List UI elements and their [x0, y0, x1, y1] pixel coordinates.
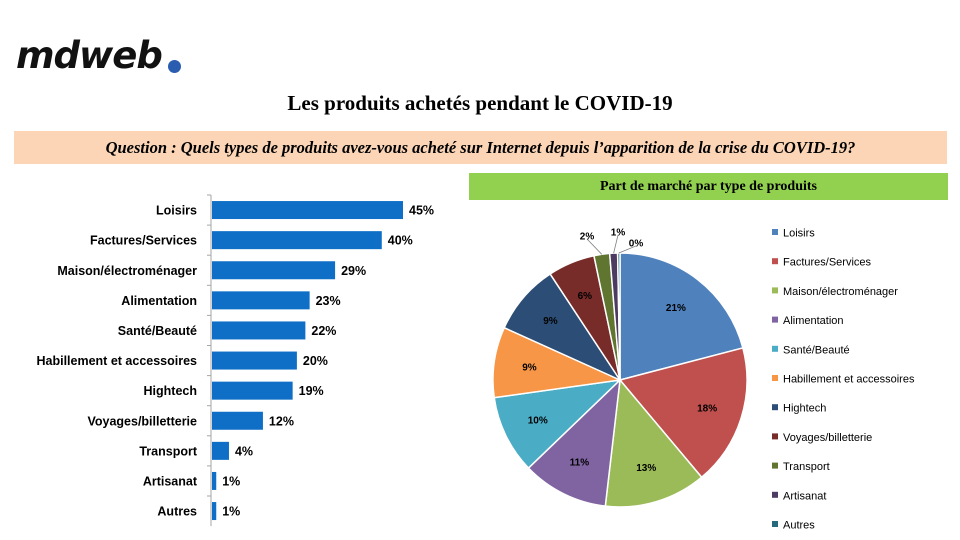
- pie-value-label: 18%: [697, 403, 717, 414]
- bar-value-label: 1%: [222, 474, 240, 488]
- bar-category-label: Santé/Beauté: [118, 324, 197, 338]
- pie-chart-title: Part de marché par type de produits: [469, 173, 948, 200]
- bar-category-label: Transport: [139, 444, 197, 458]
- legend-swatch: [772, 258, 778, 265]
- question-banner: Question : Quels types de produits avez-…: [14, 131, 947, 164]
- bar-5: [212, 321, 306, 340]
- legend-swatch: [772, 229, 778, 235]
- bar-value-label: 1%: [222, 505, 240, 519]
- bar-category-label: Factures/Services: [90, 234, 197, 248]
- legend-swatch: [772, 316, 778, 323]
- pie-value-label: 1%: [611, 228, 626, 239]
- legend-entry: Voyages/billetterie: [783, 432, 872, 444]
- bar-3: [212, 261, 336, 280]
- pie-slice-3: [604, 378, 703, 508]
- legend-entry: Transport: [783, 461, 830, 473]
- legend-entry: Artisanat: [783, 490, 826, 502]
- pie-slice-11: [616, 252, 621, 381]
- legend-swatch: [772, 521, 778, 527]
- bar-category-label: Loisirs: [156, 204, 197, 218]
- legend-swatch: [772, 287, 778, 294]
- bar-6: [212, 351, 297, 370]
- bar-value-label: 22%: [311, 324, 336, 338]
- bar-category-label: Hightech: [144, 384, 197, 398]
- legend-swatch: [772, 491, 778, 498]
- pie-value-label: 9%: [543, 316, 558, 327]
- pie-value-label: 0%: [629, 239, 644, 250]
- bar-1: [212, 201, 403, 220]
- bar-value-label: 29%: [341, 264, 366, 278]
- legend-swatch: [772, 404, 778, 411]
- mdweb-logo: mdweb: [16, 34, 163, 77]
- legend-entry: Alimentation: [783, 315, 844, 327]
- pie-slice-2: [618, 347, 748, 479]
- bar-7: [212, 381, 293, 400]
- bar-category-label: Voyages/billetterie: [87, 414, 197, 428]
- legend-entry: Autres: [783, 520, 815, 532]
- bar-9: [212, 441, 229, 460]
- legend-entry: Factures/Services: [783, 257, 872, 269]
- bar-value-label: 45%: [409, 204, 434, 218]
- bar-value-label: 23%: [316, 294, 341, 308]
- pie-leader-line: [618, 245, 637, 254]
- legend-swatch: [772, 375, 778, 381]
- bar-value-label: 20%: [303, 354, 328, 368]
- pie-value-label: 13%: [636, 463, 656, 474]
- bar-category-label: Artisanat: [143, 474, 198, 488]
- bar-value-label: 4%: [235, 444, 253, 458]
- legend-swatch: [772, 345, 778, 352]
- pie-value-label: 6%: [578, 291, 593, 302]
- bar-value-label: 40%: [388, 234, 413, 248]
- legend-entry: Maison/électroménager: [783, 286, 898, 298]
- legend-entry: Hightech: [783, 403, 826, 415]
- bar-value-label: 19%: [299, 384, 324, 398]
- pie-value-label: 2%: [580, 232, 595, 243]
- bar-10: [212, 471, 217, 490]
- pie-value-label: 9%: [522, 363, 537, 374]
- pie-slice-1: [619, 252, 744, 381]
- bar-2: [212, 231, 382, 250]
- legend-swatch: [772, 462, 778, 469]
- pie-slice-4: [527, 378, 621, 507]
- legend-entry: Santé/Beauté: [783, 344, 850, 356]
- pie-value-label: 10%: [528, 415, 548, 426]
- pie-slice-5: [493, 378, 623, 470]
- legend-entry: Loisirs: [783, 228, 815, 240]
- pie-value-label: 21%: [666, 303, 686, 314]
- logo-dot: [168, 60, 181, 73]
- pie-value-label: 11%: [570, 457, 590, 468]
- bar-value-label: 12%: [269, 414, 294, 428]
- pie-leader-line: [613, 234, 619, 254]
- bar-11: [212, 502, 217, 521]
- bar-8: [212, 411, 263, 430]
- bar-category-label: Maison/électroménager: [57, 264, 197, 278]
- bar-category-label: Habillement et accessoires: [37, 354, 198, 368]
- bar-category-label: Alimentation: [121, 294, 197, 308]
- pie-leader-line: [586, 238, 603, 255]
- legend-entry: Habillement et accessoires: [783, 374, 915, 386]
- legend-swatch: [772, 433, 778, 440]
- bar-4: [212, 291, 310, 310]
- page-title: Les produits achetés pendant le COVID-19: [287, 91, 673, 115]
- bar-category-label: Autres: [157, 505, 197, 519]
